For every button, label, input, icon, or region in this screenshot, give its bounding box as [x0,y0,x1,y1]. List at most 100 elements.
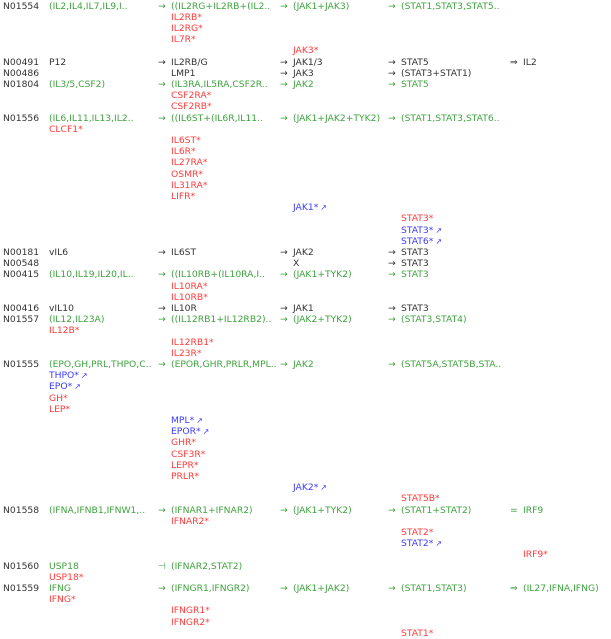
ligand-link[interactable]: IFNG* [49,594,76,605]
ligand-link[interactable]: IFNG [49,583,71,594]
stat-link[interactable]: STAT3 [401,269,429,280]
receptor-link[interactable]: IL6ST [171,247,196,258]
network-id-link[interactable]: N00486 [3,67,40,79]
target-link[interactable]: IL2 [523,57,537,68]
receptor-link[interactable]: IL6ST* [171,135,201,146]
receptor-link[interactable]: ((IL10RB+(IL10RA,I.. [171,269,265,280]
receptor-link[interactable]: PRLR* [171,471,199,482]
ligand-link[interactable]: USP18* [49,572,83,583]
receptor-link[interactable]: IFNGR2* [171,617,210,628]
receptor-link[interactable]: IL10RB* [171,292,208,303]
ligand-link[interactable]: USP18 [49,561,79,572]
kinase-link[interactable]: JAK1/3 [293,57,323,68]
external-link-icon[interactable]: ↗ [435,539,443,549]
stat-link[interactable]: (STAT1,STAT3) [401,583,467,594]
ligand-link[interactable]: IL12B* [49,325,79,336]
receptor-link[interactable]: LMP1 [171,68,195,79]
stat-link[interactable]: (STAT1+STAT2) [401,505,471,516]
receptor-link[interactable]: ((IL2RG+IL2RB+(IL2.. [171,1,270,12]
kinase-link[interactable]: (JAK1+JAK2+TYK2) [293,113,380,124]
ligand-link[interactable]: EPO* ↗ [49,381,81,392]
stat-link[interactable]: STAT3* [401,213,433,224]
external-link-icon[interactable]: ↗ [320,203,327,213]
network-id-link[interactable]: N01557 [3,314,40,326]
network-id-link[interactable]: N00548 [3,258,40,270]
stat-link[interactable]: (STAT3+STAT1) [401,68,471,79]
receptor-link[interactable]: EPOR* ↗ [171,426,209,437]
receptor-link[interactable]: IL10R [171,303,197,314]
receptor-link[interactable]: CSF3R* [171,449,205,460]
network-id-link[interactable]: N00491 [3,56,40,68]
stat-link[interactable]: STAT3* ↗ [401,225,442,236]
network-id-link[interactable]: N01558 [3,504,40,516]
ligand-link[interactable]: LEP* [49,404,70,415]
stat-link[interactable]: (STAT3,STAT4) [401,314,467,325]
receptor-link[interactable]: (IFNAR2,STAT2) [171,561,242,572]
receptor-link[interactable]: IL10RA* [171,281,207,292]
receptor-link[interactable]: IL27RA* [171,157,207,168]
receptor-link[interactable]: OSMR* [171,169,203,180]
external-link-icon[interactable]: ↗ [435,236,443,246]
stat-link[interactable]: (STAT5A,STAT5B,STA.. [401,359,501,370]
kinase-link[interactable]: (JAK1+JAK3) [293,1,349,12]
external-link-icon[interactable]: ↗ [196,416,203,425]
stat-link[interactable]: STAT5 [401,57,429,68]
receptor-link[interactable]: IFNAR2* [171,516,209,527]
receptor-link[interactable]: IL31RA* [171,180,207,191]
external-link-icon[interactable]: ↗ [80,371,88,381]
kinase-link[interactable]: JAK3* [293,45,318,56]
receptor-link[interactable]: (IFNGR1,IFNGR2) [171,583,250,594]
ligand-link[interactable]: (IL2,IL4,IL7,IL9,I.. [49,1,128,12]
stat-link[interactable]: STAT2* ↗ [401,538,442,549]
receptor-link[interactable]: LEPR* [171,460,198,471]
kinase-link[interactable]: JAK2 [293,79,314,90]
receptor-link[interactable]: CSF2RA* [171,90,211,101]
target-link[interactable]: IRF9* [523,549,548,560]
target-link[interactable]: (IL27,IFNA,IFNG) [523,583,599,594]
receptor-link[interactable]: MPL* ↗ [171,415,203,426]
network-id-link[interactable]: N01804 [3,79,40,90]
kinase-link[interactable]: (JAK1+JAK2) [293,583,349,594]
stat-link[interactable]: STAT5B* [401,493,440,504]
kinase-link[interactable]: JAK1* ↗ [293,202,327,213]
receptor-link[interactable]: IL7R* [171,34,196,45]
receptor-link[interactable]: GHR* [171,437,196,448]
stat-link[interactable]: (STAT1,STAT3,STAT5.. [401,1,500,12]
ligand-link[interactable]: (IFNA,IFNB1,IFNW1,.. [49,505,145,516]
ligand-link[interactable]: CLCF1* [49,124,83,135]
receptor-link[interactable]: IL2RB* [171,12,202,23]
kinase-link[interactable]: JAK1 [293,303,314,314]
stat-link[interactable]: STAT3 [401,303,429,314]
kinase-link[interactable]: JAK2* ↗ [293,482,327,493]
ligand-link[interactable]: P12 [49,57,66,68]
receptor-link[interactable]: (EPOR,GHR,PRLR,MPL.. [171,359,277,370]
receptor-link[interactable]: LIFR* [171,191,195,202]
receptor-link[interactable]: ((IL12RB1+IL12RB2).. [171,314,271,325]
ligand-link[interactable]: (IL3/5,CSF2) [49,79,105,90]
kinase-link[interactable]: X [293,258,299,269]
ligand-link[interactable]: vIL10 [49,303,74,314]
receptor-link[interactable]: (IL3RA,IL5RA,CSF2R.. [171,79,268,90]
network-id-link[interactable]: N01556 [3,112,40,124]
receptor-link[interactable]: IL2RG* [171,23,203,34]
stat-link[interactable]: STAT1* [401,628,433,639]
external-link-icon[interactable]: ↗ [320,483,327,493]
external-link-icon[interactable]: ↗ [202,427,210,437]
ligand-link[interactable]: (IL10,IL19,IL20,IL.. [49,269,134,280]
stat-link[interactable]: STAT6* ↗ [401,236,442,247]
external-link-icon[interactable]: ↗ [74,382,81,392]
stat-link[interactable]: STAT3 [401,247,429,258]
ligand-link[interactable]: GH* [49,393,68,404]
ligand-link[interactable]: (EPO,GH,PRL,THPO,C.. [49,359,151,370]
receptor-link[interactable]: IL12RB1* [171,337,214,348]
ligand-link[interactable]: (IL6,IL11,IL13,IL2.. [49,113,134,124]
kinase-link[interactable]: JAK2 [293,359,314,370]
network-id-link[interactable]: N00415 [3,269,40,281]
network-id-link[interactable]: N00416 [3,303,40,314]
stat-link[interactable]: (STAT1,STAT3,STAT6.. [401,113,500,124]
kinase-link[interactable]: (JAK1+TYK2) [293,269,352,280]
receptor-link[interactable]: CSF2RB* [171,101,212,112]
receptor-link[interactable]: ((IL6ST+(IL6R,IL11.. [171,113,263,124]
receptor-link[interactable]: IL2RB/G [171,57,208,68]
network-id-link[interactable]: N01560 [3,560,40,572]
